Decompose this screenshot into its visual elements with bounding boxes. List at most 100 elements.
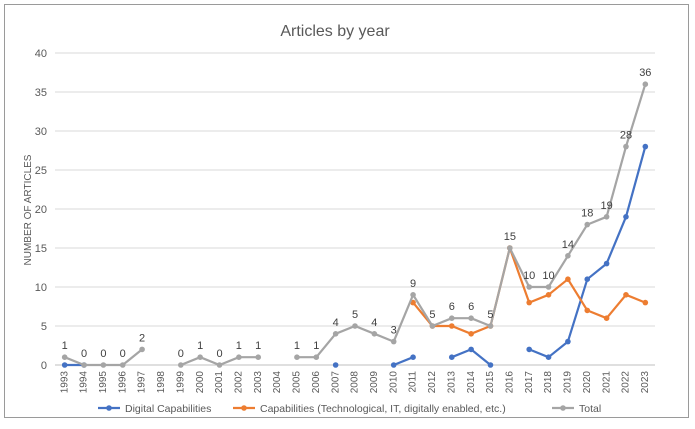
data-label: 1: [197, 340, 203, 352]
data-label: 1: [236, 340, 242, 352]
x-tick-label: 2021: [601, 371, 612, 394]
data-point: [526, 346, 532, 353]
data-label: 4: [333, 317, 339, 329]
data-label: 0: [120, 348, 126, 360]
x-tick-label: 1997: [137, 371, 148, 394]
legend-label: Capabilities (Technological, IT, digital…: [260, 403, 506, 415]
data-point: [603, 260, 610, 267]
data-label: 3: [391, 325, 397, 337]
x-tick-label: 1999: [175, 371, 186, 394]
data-point: [100, 362, 107, 368]
data-point: [236, 354, 242, 361]
data-point: [603, 214, 610, 220]
x-tick-label: 2008: [350, 371, 361, 394]
data-point: [410, 354, 416, 361]
x-tick-label: 2002: [234, 371, 245, 394]
data-point: [410, 292, 416, 298]
data-label: 10: [523, 270, 535, 282]
data-point: [178, 362, 184, 368]
x-tick-label: 2013: [446, 371, 457, 394]
data-label: 0: [178, 348, 184, 360]
data-label: 9: [410, 278, 416, 290]
data-point: [623, 214, 629, 220]
chart-title: Articles by year: [280, 23, 390, 40]
data-point: [371, 331, 378, 337]
x-tick-label: 2019: [563, 371, 574, 394]
chart-frame: [4, 4, 689, 418]
x-tick-label: 2011: [408, 371, 419, 393]
data-point: [448, 323, 455, 329]
x-tick-label: 2020: [582, 371, 593, 394]
data-point: [487, 362, 494, 368]
x-tick-label: 2016: [504, 371, 515, 394]
data-point: [313, 354, 320, 361]
data-label: 1: [313, 340, 319, 352]
data-point: [81, 362, 87, 368]
data-point: [545, 354, 552, 361]
x-tick-label: 1996: [117, 371, 128, 394]
data-label: 14: [562, 239, 574, 251]
data-label: 5: [487, 309, 493, 321]
x-tick-label: 2010: [388, 371, 399, 394]
gridlines: [55, 52, 655, 366]
y-tick-label: 30: [35, 126, 47, 138]
x-tick-label: 2001: [214, 371, 225, 394]
x-tick-label: 2015: [485, 371, 496, 394]
data-label: 28: [620, 130, 632, 142]
series-layer: [61, 81, 649, 368]
data-point: [468, 331, 474, 337]
data-point: [584, 221, 591, 228]
x-tick-label: 2022: [621, 371, 632, 394]
y-axis-ticks: 0 5 10 15 20 25 30 35 40: [35, 48, 47, 372]
data-label: 36: [639, 67, 651, 79]
data-point: [487, 323, 494, 329]
data-point: [61, 354, 68, 361]
data-point: [390, 338, 397, 345]
y-tick-label: 20: [35, 204, 47, 216]
data-point: [565, 338, 571, 345]
data-point: [526, 299, 532, 306]
data-point: [61, 362, 68, 368]
x-tick-label: 2005: [292, 371, 303, 394]
series-line: [393, 356, 414, 367]
data-point: [623, 292, 629, 298]
series-1: [410, 245, 649, 337]
data-point: [197, 354, 203, 361]
legend: Digital Capabilities Capabilities (Techno…: [98, 403, 601, 415]
series-2: [61, 81, 649, 368]
data-label: 5: [429, 309, 435, 321]
data-label: 0: [216, 348, 222, 360]
data-point: [352, 323, 358, 329]
data-point: [565, 276, 571, 283]
data-point: [429, 323, 436, 329]
x-tick-label: 2000: [195, 371, 206, 394]
data-label: 5: [352, 309, 358, 321]
x-tick-label: 2017: [524, 371, 535, 394]
data-point: [565, 253, 571, 259]
data-label: 0: [81, 348, 87, 360]
data-label: 4: [371, 317, 377, 329]
x-tick-label: 2003: [253, 371, 264, 394]
data-point: [584, 276, 591, 283]
y-axis-label: NUMBER OF ARTICLES: [23, 154, 34, 265]
x-tick-label: 2018: [543, 371, 554, 394]
x-tick-label: 2023: [640, 371, 651, 394]
data-label: 6: [449, 301, 455, 313]
data-point: [294, 354, 300, 361]
legend-swatch-marker: [560, 405, 566, 411]
x-tick-label: 2012: [427, 371, 438, 394]
data-point: [390, 362, 397, 368]
data-label: 18: [581, 208, 593, 220]
data-point: [216, 362, 223, 368]
x-tick-label: 2009: [369, 371, 380, 394]
x-tick-label: 2014: [466, 371, 477, 394]
y-tick-label: 25: [35, 165, 47, 177]
data-label: 1: [255, 340, 261, 352]
y-tick-label: 35: [35, 87, 47, 99]
x-tick-label: 1998: [156, 371, 167, 394]
data-point: [545, 292, 552, 298]
data-label: 15: [504, 231, 516, 243]
data-point: [410, 299, 416, 306]
data-label: 0: [100, 348, 106, 360]
